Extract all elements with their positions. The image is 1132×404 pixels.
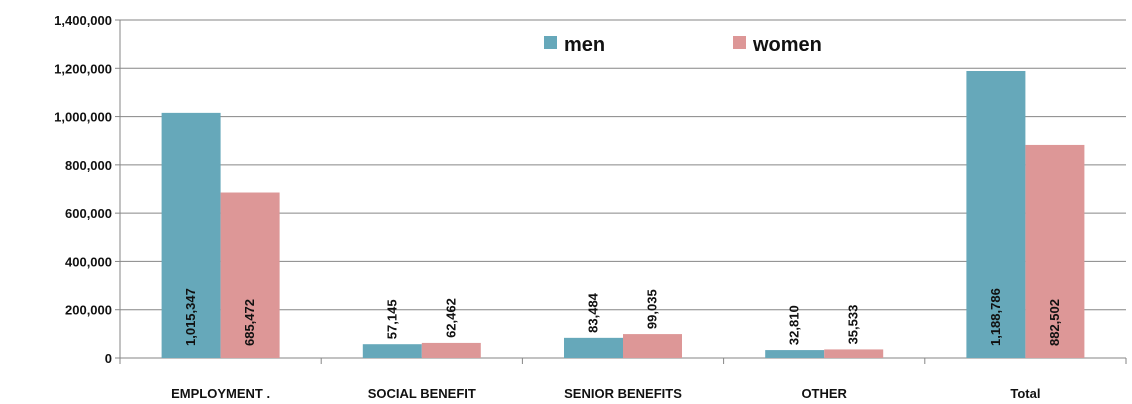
data-label-men-4: 1,188,786 — [988, 288, 1003, 346]
data-label-men-0: 1,015,347 — [183, 288, 198, 346]
legend-swatch-men — [544, 36, 557, 49]
bar-women-1 — [421, 342, 481, 358]
y-tick-label: 1,000,000 — [54, 110, 112, 125]
data-label-men-2: 83,484 — [586, 292, 601, 333]
bars — [161, 70, 1085, 358]
y-tick-label: 1,200,000 — [54, 61, 112, 76]
x-category-label: EMPLOYMENT . — [171, 386, 270, 401]
legend-label-women: women — [752, 34, 822, 56]
x-category-label: OTHER — [801, 386, 847, 401]
bar-women-0 — [220, 192, 280, 358]
bar-men-1 — [362, 344, 422, 358]
data-label-women-0: 685,472 — [242, 299, 257, 346]
data-label-men-1: 57,145 — [384, 299, 399, 339]
bar-men-0 — [161, 112, 221, 358]
x-category-label: SENIOR BENEFITS — [564, 386, 682, 401]
legend: men women — [544, 34, 822, 56]
data-label-women-2: 99,035 — [645, 289, 660, 329]
y-tick-label: 1,400,000 — [54, 13, 112, 28]
y-tick-label: 800,000 — [65, 158, 112, 173]
y-tick-label: 400,000 — [65, 254, 112, 269]
x-category-label: Total — [1010, 386, 1040, 401]
legend-label-men: men — [564, 34, 605, 56]
gridlines — [120, 19, 1126, 311]
bar-men-3 — [765, 350, 825, 358]
y-tick-label: 200,000 — [65, 303, 112, 318]
axes: 0 200,000 400,000 600,000 800,000 1,000,000 1,… — [54, 13, 1127, 401]
data-label-women-1: 62,462 — [443, 298, 458, 338]
bar-women-4 — [1025, 144, 1085, 358]
legend-swatch-women — [733, 36, 746, 49]
data-label-women-3: 35,533 — [846, 305, 861, 345]
bar-men-2 — [564, 337, 623, 358]
bar-women-2 — [623, 334, 682, 358]
bar-women-3 — [824, 349, 884, 358]
x-category-label: SOCIAL BENEFIT — [368, 386, 476, 401]
y-tick-label: 600,000 — [65, 206, 112, 221]
data-label-men-3: 32,810 — [787, 305, 802, 345]
data-labels: 1,015,347 685,472 57,145 62,462 83,484 99,035… — [183, 288, 1062, 346]
y-tick-label: 0 — [105, 351, 112, 366]
bar-men-4 — [966, 70, 1026, 358]
data-label-women-4: 882,502 — [1047, 299, 1062, 346]
